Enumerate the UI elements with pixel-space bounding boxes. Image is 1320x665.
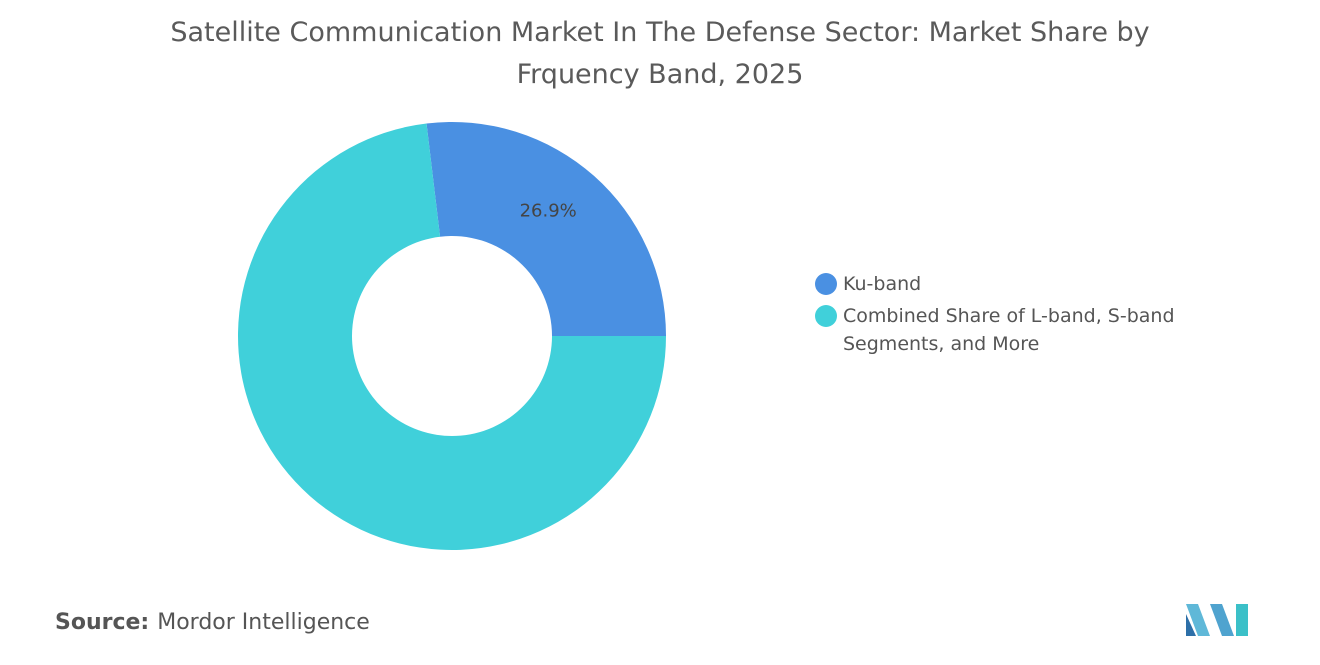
- legend-item: Combined Share of L-band, S-band Segment…: [815, 302, 1235, 358]
- legend-swatch: [815, 305, 837, 327]
- donut-slice: [237, 123, 666, 550]
- logo: [1186, 604, 1248, 636]
- source-label: Source:: [55, 610, 150, 635]
- chart-title: Satellite Communication Market In The De…: [170, 17, 1150, 90]
- donut-slice: [426, 122, 666, 337]
- legend-swatch: [815, 273, 837, 295]
- legend-label: Combined Share of L-band, S-band Segment…: [843, 305, 1175, 355]
- source: Source: Mordor Intelligence: [55, 610, 370, 635]
- legend-label: Ku-band: [843, 273, 922, 295]
- legend: Ku-band Combined Share of L-band, S-band …: [815, 270, 1235, 362]
- legend-item: Ku-band: [815, 270, 1235, 298]
- source-text: Mordor Intelligence: [157, 610, 370, 635]
- data-label: 26.9%: [520, 201, 577, 222]
